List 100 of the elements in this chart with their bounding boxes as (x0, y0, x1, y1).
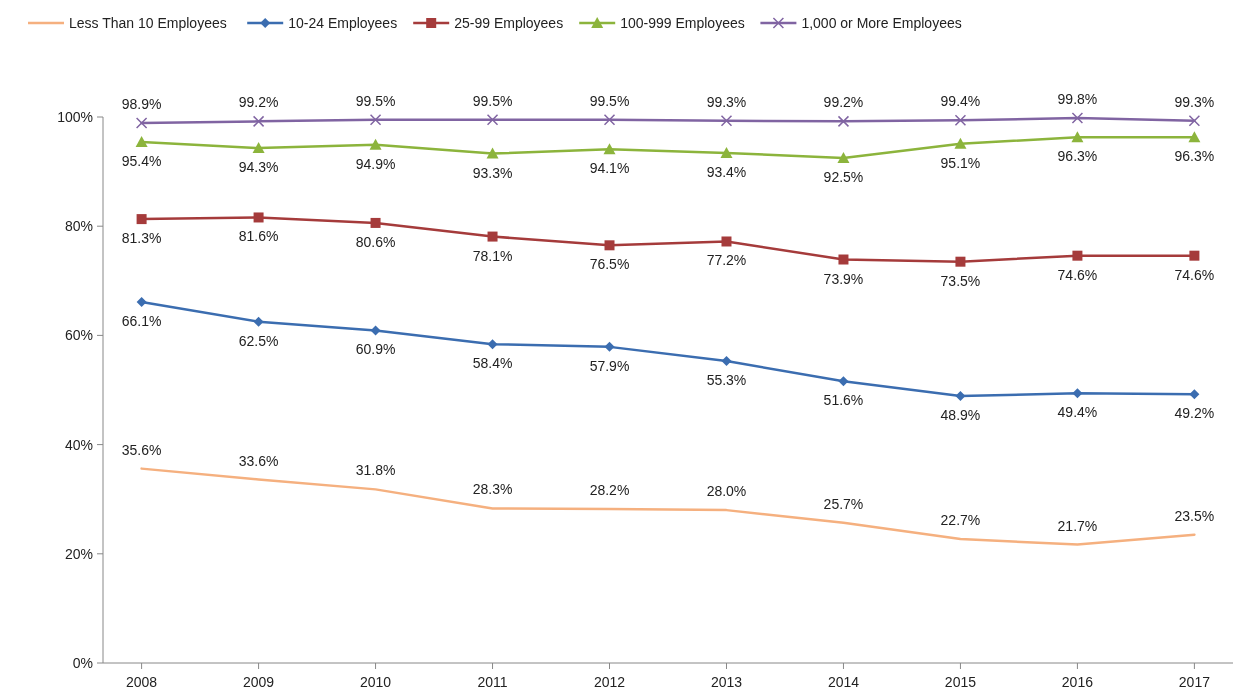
data-label: 28.0% (706, 483, 747, 500)
point (136, 297, 147, 308)
point (720, 115, 733, 127)
data-label: 99.2% (238, 94, 279, 111)
point (135, 117, 148, 129)
point (837, 115, 850, 128)
x-tick-label: 2014 (827, 674, 860, 687)
data-label: 96.3% (1174, 148, 1215, 165)
data-label: 99.4% (940, 93, 981, 110)
data-label: 77.2% (706, 252, 747, 269)
point (838, 376, 849, 387)
data-label: 58.4% (472, 355, 513, 372)
data-label: 92.5% (823, 168, 864, 185)
x-tick-label: 2017 (1178, 674, 1211, 687)
data-label: 99.3% (1174, 93, 1215, 110)
data-label: 99.5% (355, 92, 396, 109)
point (721, 236, 732, 247)
data-label: 93.4% (706, 164, 747, 181)
point (1071, 112, 1084, 124)
data-label: 31.8% (355, 462, 396, 479)
data-label: 94.9% (355, 155, 396, 172)
point (487, 231, 498, 242)
x-tick-label: 2016 (1061, 674, 1094, 687)
data-label: 73.9% (823, 270, 864, 287)
data-label: 28.2% (589, 482, 630, 499)
data-label: 99.5% (589, 92, 630, 109)
point (136, 214, 147, 225)
point (954, 114, 967, 127)
data-label: 78.1% (472, 247, 513, 264)
x-tick-label: 2011 (477, 674, 508, 687)
data-label: 22.7% (940, 512, 981, 529)
data-label: 81.3% (121, 230, 162, 247)
x-tick-label: 2009 (243, 674, 275, 687)
data-label: 25.7% (823, 495, 864, 512)
point (603, 113, 616, 126)
data-label: 55.3% (706, 372, 747, 389)
data-label: 95.4% (121, 153, 162, 170)
data-label: 35.6% (121, 441, 162, 458)
legend-label: 100-999 Employees (620, 15, 745, 31)
x-tick-label: 2012 (593, 674, 626, 687)
data-label: 73.5% (940, 272, 981, 289)
point (252, 115, 265, 128)
point (370, 217, 381, 228)
point (954, 137, 967, 149)
data-label: 66.1% (121, 313, 162, 330)
data-label: 99.5% (472, 92, 513, 109)
y-tick-label: 80% (64, 218, 93, 235)
point (604, 240, 615, 251)
data-label: 93.3% (472, 164, 513, 181)
y-tick-label: 60% (64, 327, 93, 344)
legend-label: 25-99 Employees (454, 15, 564, 31)
data-label: 99.3% (706, 93, 747, 110)
point (253, 316, 264, 327)
point (603, 143, 616, 155)
data-label: 51.6% (823, 392, 864, 409)
legend-label: 10-24 Employees (288, 15, 398, 31)
point (720, 147, 733, 159)
x-tick-label: 2013 (710, 674, 743, 687)
data-label: 98.9% (121, 96, 162, 113)
data-label: 48.9% (940, 407, 981, 424)
point (252, 142, 265, 154)
data-label: 94.1% (589, 160, 630, 177)
x-tick-label: 2015 (944, 674, 977, 687)
point (253, 212, 264, 223)
point (1072, 250, 1083, 261)
data-label: 94.3% (238, 159, 279, 176)
point (486, 147, 499, 159)
data-label: 81.6% (238, 228, 279, 245)
y-tick-label: 100% (57, 109, 93, 125)
x-tick-label: 2008 (126, 674, 158, 687)
x-tick-label: 2010 (359, 674, 392, 687)
point (135, 136, 148, 148)
point (838, 254, 849, 265)
legend-label: Less Than 10 Employees (69, 15, 227, 31)
point (721, 356, 732, 367)
point (370, 325, 381, 336)
data-label: 57.9% (589, 357, 630, 374)
point (487, 339, 498, 350)
data-label: 23.5% (1174, 507, 1215, 524)
legend-label: 1,000 or More Employees (801, 15, 962, 31)
point (1072, 388, 1083, 399)
data-label: 74.6% (1174, 266, 1215, 283)
point (1189, 250, 1200, 261)
y-tick-label: 20% (64, 545, 93, 562)
point (1188, 131, 1201, 143)
data-label: 62.5% (238, 332, 279, 349)
data-label: 99.8% (1057, 91, 1098, 108)
point (486, 113, 499, 126)
data-label: 21.7% (1057, 517, 1098, 534)
data-label: 49.2% (1174, 405, 1215, 422)
y-tick-label: 0% (72, 655, 93, 671)
point (1071, 131, 1084, 143)
point (604, 341, 615, 352)
data-label: 99.2% (823, 94, 864, 111)
point (955, 391, 966, 402)
point (955, 256, 966, 267)
data-label: 74.6% (1057, 266, 1098, 283)
data-label: 60.9% (355, 341, 396, 358)
y-tick-label: 40% (64, 436, 93, 453)
point (1188, 115, 1201, 127)
